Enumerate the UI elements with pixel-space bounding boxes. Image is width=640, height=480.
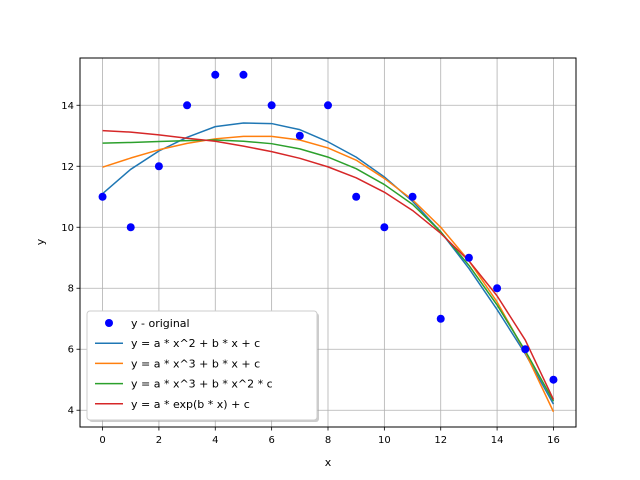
series-line-2 [102, 135, 555, 413]
x-tick-label: 12 [434, 435, 447, 446]
y-axis: 4 6 8 10 12 14 [61, 101, 80, 417]
data-point [126, 223, 135, 232]
x-tick-label: 6 [268, 435, 274, 446]
data-point [493, 284, 502, 293]
legend-entry-label: y - original [131, 317, 190, 330]
data-point [380, 223, 389, 232]
data-point [324, 101, 332, 110]
y-axis-label: y [34, 238, 47, 245]
y-tick-label: 6 [68, 345, 74, 356]
data-point [295, 131, 304, 140]
data-point [549, 375, 558, 384]
data-point [183, 101, 192, 110]
x-axis: 0 2 4 6 8 10 12 14 16 [99, 427, 560, 446]
x-tick-label: 4 [212, 435, 218, 446]
series-points [98, 70, 558, 384]
legend-box [86, 310, 318, 421]
legend-swatch-marker [105, 319, 113, 327]
y-tick-label: 14 [61, 101, 74, 112]
data-point [464, 253, 473, 262]
data-point [408, 192, 417, 201]
y-tick-label: 8 [68, 284, 74, 295]
legend-entry-label: y = a * x^3 + b * x^2 * c [131, 378, 273, 391]
legend-entry-label: y = a * exp(b * x) + c [131, 398, 250, 411]
data-point [352, 192, 361, 201]
legend-entry-label: y = a * x^2 + b * x + c [131, 337, 260, 350]
series-line-4 [102, 129, 555, 400]
x-tick-label: 8 [325, 435, 331, 446]
legend-entry-label: y = a * x^3 + b * x + c [131, 357, 260, 370]
y-tick-label: 4 [68, 406, 74, 417]
data-point [98, 192, 107, 201]
x-tick-label: 0 [99, 435, 105, 446]
x-tick-label: 16 [547, 435, 560, 446]
series-line-3 [102, 139, 555, 402]
legend: y - original y = a * x^2 + b * x + c y = a… [86, 310, 319, 422]
x-tick-label: 14 [491, 435, 504, 446]
y-tick-label: 10 [61, 223, 74, 234]
x-tick-label: 2 [156, 435, 162, 446]
series-lines [102, 122, 555, 413]
data-point [521, 345, 530, 354]
series-line-1 [102, 122, 555, 405]
data-point [436, 314, 445, 323]
data-point [267, 101, 276, 110]
x-axis-label: x [325, 456, 332, 469]
data-point [239, 70, 248, 79]
y-tick-label: 12 [61, 162, 74, 173]
data-point [154, 162, 163, 171]
data-point [211, 70, 220, 79]
x-tick-label: 10 [378, 435, 391, 446]
